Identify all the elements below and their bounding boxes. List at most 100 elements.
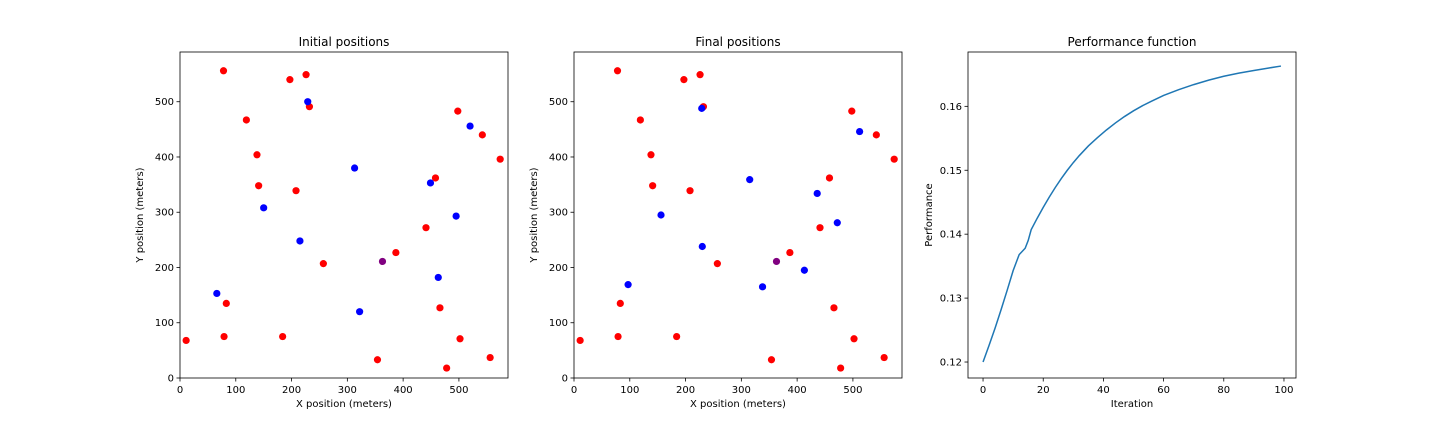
y-tick-label: 0.12 xyxy=(940,358,962,369)
scatter-point xyxy=(213,289,221,298)
scatter-point xyxy=(647,151,655,159)
scatter-point xyxy=(219,67,228,75)
y-tick-label: 100 xyxy=(549,318,568,329)
x-tick-label: 100 xyxy=(620,385,639,396)
scatter-point xyxy=(636,116,644,124)
y-tick-label: 400 xyxy=(549,152,568,163)
y-tick-label: 300 xyxy=(549,208,568,219)
x-axis-label: X position (meters) xyxy=(296,399,392,410)
scatter-point xyxy=(800,266,808,274)
scatter-point xyxy=(850,335,858,343)
scatter-point xyxy=(786,248,794,257)
scatter-point xyxy=(434,273,442,282)
x-axis-label: Iteration xyxy=(1111,399,1153,410)
scatter-point xyxy=(443,364,451,372)
x-tick-label: 100 xyxy=(226,385,245,396)
scatter-point xyxy=(466,122,474,130)
scatter-point xyxy=(698,104,706,112)
axes-frame xyxy=(179,51,509,379)
x-tick-label: 0 xyxy=(177,385,183,396)
x-tick-label: 0 xyxy=(571,385,577,396)
y-tick-label: 0.14 xyxy=(940,230,962,241)
scatter-point xyxy=(830,304,838,312)
x-tick-label: 20 xyxy=(1037,385,1050,396)
scatter-point xyxy=(452,212,460,220)
y-tick-label: 0.16 xyxy=(940,102,962,113)
scatter-point xyxy=(576,336,584,345)
scatter-point xyxy=(680,76,688,84)
scatter-point xyxy=(813,189,821,198)
scatter-point xyxy=(454,107,462,115)
scatter-point xyxy=(286,76,294,84)
scatter-point xyxy=(486,353,494,362)
scatter-point xyxy=(378,257,387,266)
scatter-point xyxy=(872,131,880,139)
x-tick-label: 100 xyxy=(1274,385,1293,396)
scatter-point xyxy=(220,332,228,341)
plot-performance-function: Performance function Iteration Performan… xyxy=(924,35,1297,410)
scatter-point xyxy=(222,299,230,308)
scatter-point xyxy=(698,242,706,251)
scatter-point xyxy=(890,155,898,163)
scatter-point xyxy=(833,219,841,227)
y-axis-label: Y position (meters) xyxy=(135,167,146,263)
scatter-point xyxy=(686,187,694,195)
x-tick-label: 400 xyxy=(788,385,807,396)
scatter-point xyxy=(649,182,657,190)
scatter-point xyxy=(614,332,622,341)
scatter-point xyxy=(373,356,382,364)
y-tick-label: 200 xyxy=(549,263,568,274)
scatter-point xyxy=(422,224,430,232)
scatter-point xyxy=(279,332,287,341)
scatter-point xyxy=(816,224,824,232)
scatter-point xyxy=(392,248,400,257)
scatter-point xyxy=(242,116,250,124)
x-tick-label: 200 xyxy=(676,385,695,396)
scatter-point xyxy=(713,260,721,268)
scatter-point xyxy=(260,204,268,212)
y-tick-label: 400 xyxy=(155,152,174,163)
scatter-point xyxy=(673,332,681,341)
x-tick-label: 500 xyxy=(843,385,862,396)
scatter-point xyxy=(350,164,359,172)
scatter-point xyxy=(302,71,310,79)
scatter-point xyxy=(772,257,781,266)
scatter-point xyxy=(356,308,364,316)
scatter-point xyxy=(496,155,504,163)
scatter-point xyxy=(304,98,312,106)
scatter-point xyxy=(746,176,754,184)
scatter-point xyxy=(182,336,190,345)
scatter-point xyxy=(848,107,856,115)
axes-frame xyxy=(967,51,1297,379)
y-tick-label: 0 xyxy=(562,374,568,385)
series-line xyxy=(982,65,1282,363)
chart-title: Initial positions xyxy=(299,35,390,49)
plot-initial-positions: Initial positions X position (meters) Y … xyxy=(135,35,509,410)
chart-title: Performance function xyxy=(1068,35,1197,49)
scatter-point xyxy=(436,304,444,312)
scatter-point xyxy=(478,131,486,139)
y-axis-label: Y position (meters) xyxy=(529,167,540,263)
scatter-point xyxy=(657,211,665,219)
x-tick-label: 500 xyxy=(449,385,468,396)
scatter-point xyxy=(616,299,624,308)
x-tick-label: 300 xyxy=(732,385,751,396)
scatter-point xyxy=(856,127,864,136)
scatter-point xyxy=(613,67,622,75)
scatter-point xyxy=(825,174,834,182)
scatter-point xyxy=(696,71,704,79)
x-tick-label: 80 xyxy=(1217,385,1230,396)
scatter-point xyxy=(292,187,300,195)
y-tick-label: 200 xyxy=(155,263,174,274)
y-tick-label: 500 xyxy=(549,97,568,108)
scatter-point xyxy=(880,353,888,362)
y-tick-label: 0.15 xyxy=(940,166,962,177)
x-tick-label: 300 xyxy=(338,385,357,396)
axes-frame xyxy=(573,51,903,379)
scatter-point xyxy=(456,335,464,343)
x-tick-label: 40 xyxy=(1097,385,1110,396)
y-axis-label: Performance xyxy=(924,183,935,246)
chart-title: Final positions xyxy=(695,35,780,49)
